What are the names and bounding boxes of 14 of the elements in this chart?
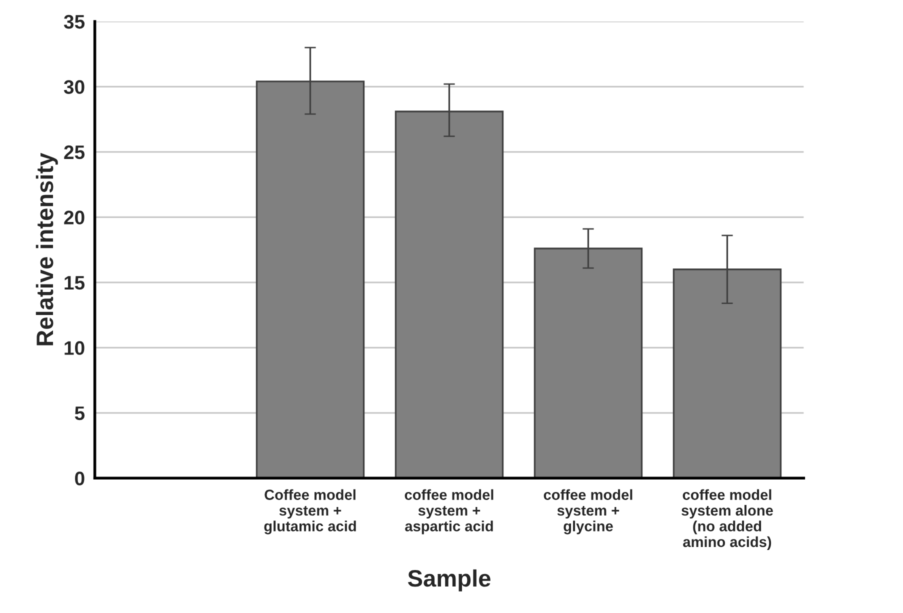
x-tick-label: coffee model system alone (no added amino acids) xyxy=(682,489,773,550)
y-tick-label: 0 xyxy=(75,472,84,486)
y-tick-label: 35 xyxy=(64,14,85,29)
y-tick-label: 10 xyxy=(64,341,84,355)
x-tick-label: Coffee model system + glutamic acid xyxy=(264,489,356,534)
x-tick-label: coffee model system + glycine xyxy=(544,489,632,534)
y-tick-label: 30 xyxy=(64,80,84,94)
x-tick-label: coffee model system + aspartic acid xyxy=(404,489,494,534)
y-tick-label: 25 xyxy=(64,145,85,160)
y-tick-label: 5 xyxy=(74,406,85,420)
x-axis-title: Sample xyxy=(408,569,490,592)
y-tick-label: 15 xyxy=(64,276,85,290)
y-axis-title: Relative intensity xyxy=(36,152,58,346)
y-tick-label: 20 xyxy=(64,210,84,224)
